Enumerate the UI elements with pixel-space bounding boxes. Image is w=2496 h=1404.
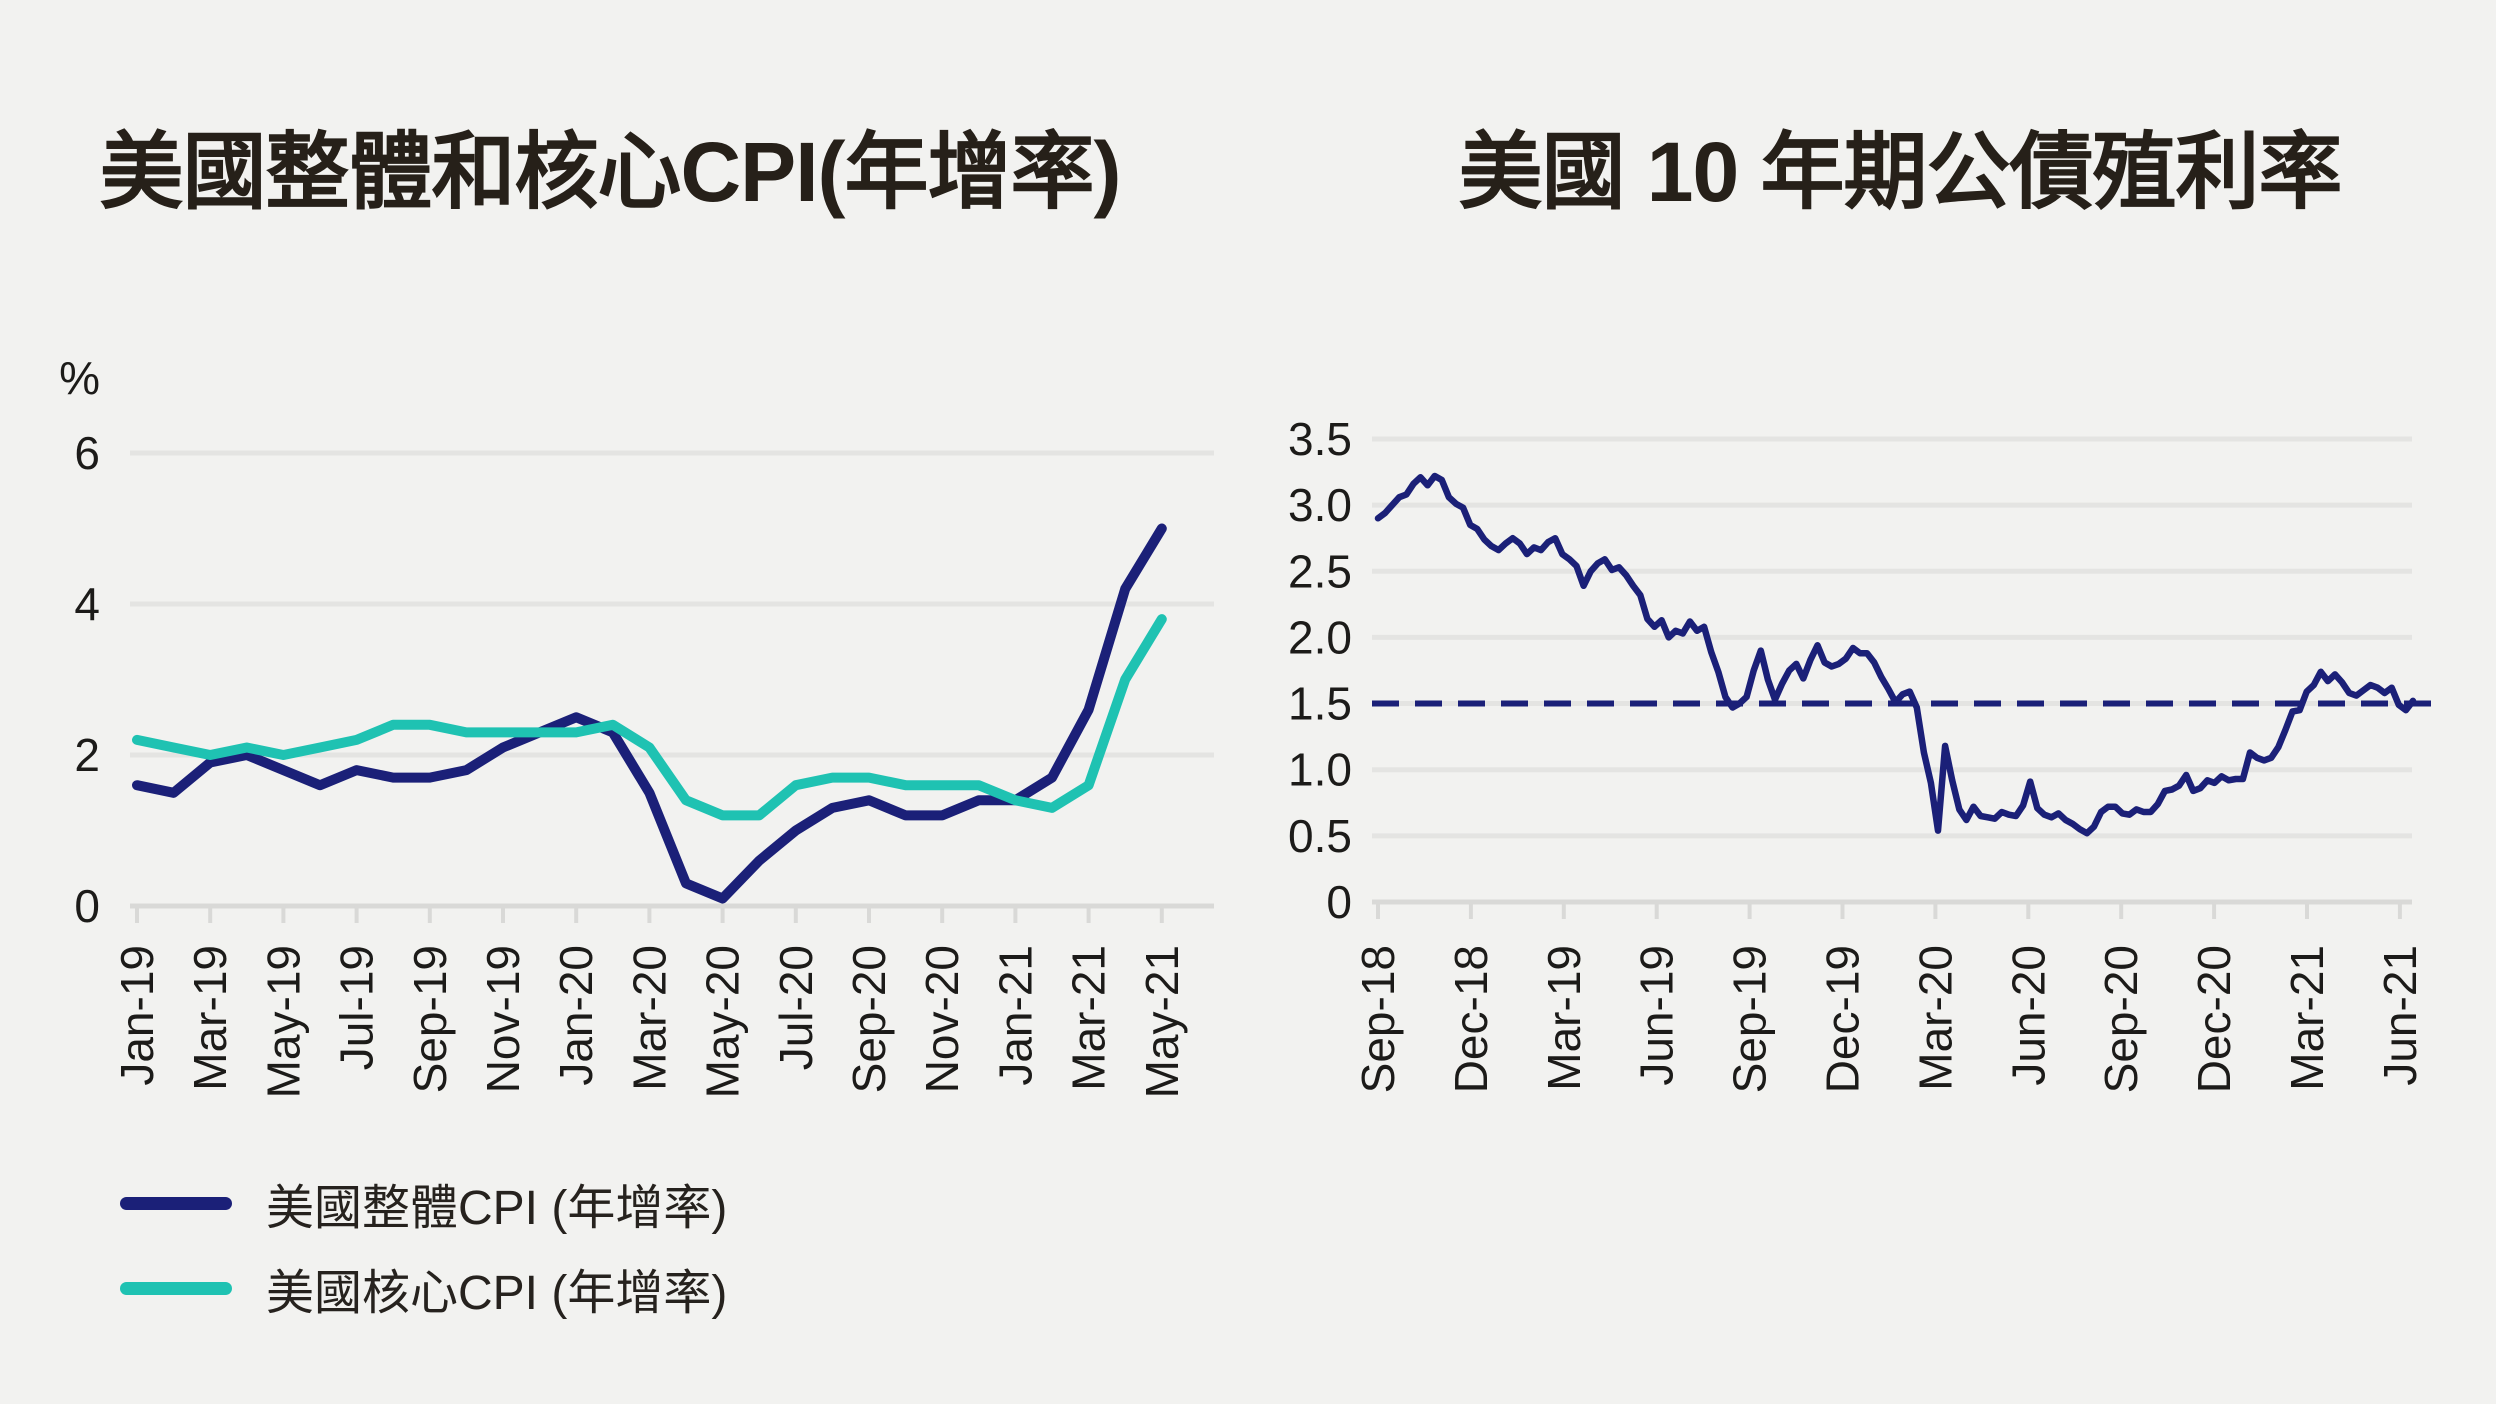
x-tick-label: Jun-20 bbox=[2002, 945, 2054, 1086]
x-tick-label: Sep-19 bbox=[404, 945, 456, 1093]
x-tick-label: Mar-21 bbox=[2281, 945, 2333, 1091]
y-tick-label: 2.5 bbox=[1288, 545, 1352, 597]
x-tick-label: Jun-19 bbox=[1631, 945, 1683, 1086]
x-tick-label: Sep-20 bbox=[843, 945, 895, 1093]
y-tick-label: 3.5 bbox=[1288, 413, 1352, 465]
treasury-yield-line bbox=[1374, 472, 2417, 837]
x-tick-label: Mar-20 bbox=[1909, 945, 1961, 1091]
x-tick-label: Jan-21 bbox=[989, 945, 1041, 1086]
x-tick-label: Dec-19 bbox=[1817, 945, 1869, 1093]
headline-cpi-line bbox=[132, 523, 1167, 904]
core-cpi-line bbox=[132, 614, 1167, 821]
y-tick-label: 6 bbox=[74, 427, 100, 479]
x-tick-label: May-20 bbox=[697, 945, 749, 1098]
x-tick-label: Nov-20 bbox=[916, 945, 968, 1093]
x-tick-label: May-19 bbox=[257, 945, 309, 1098]
y-tick-label: 0 bbox=[1326, 876, 1352, 928]
cpi-chart-title: 美國整體和核心CPI(年增率) bbox=[99, 125, 1122, 219]
y-tick-label: 0 bbox=[74, 880, 100, 932]
x-tick-label: Jul-20 bbox=[770, 945, 822, 1070]
x-tick-label: Nov-19 bbox=[477, 945, 529, 1093]
x-tick-label: Mar-19 bbox=[1538, 945, 1590, 1091]
x-tick-label: Mar-20 bbox=[623, 945, 675, 1091]
x-tick-label: Dec-20 bbox=[2188, 945, 2240, 1093]
cpi-y-axis-unit-label: % bbox=[59, 352, 100, 404]
y-tick-label: 1.0 bbox=[1288, 744, 1352, 796]
y-tick-label: 3.0 bbox=[1288, 479, 1352, 531]
y-tick-label: 2.0 bbox=[1288, 611, 1352, 663]
y-tick-label: 0.5 bbox=[1288, 810, 1352, 862]
legend-item-core-cpi: 美國核心CPI (年增率) bbox=[120, 1262, 727, 1320]
x-tick-label: Jan-20 bbox=[550, 945, 602, 1086]
legend-label-core-cpi: 美國核心CPI (年增率) bbox=[266, 1267, 728, 1320]
x-tick-label: Mar-21 bbox=[1063, 945, 1115, 1091]
y-tick-label: 1.5 bbox=[1288, 678, 1352, 730]
x-tick-label: May-21 bbox=[1136, 945, 1188, 1098]
y-tick-label: 4 bbox=[74, 578, 100, 630]
legend-label-headline-cpi: 美國整體CPI (年增率) bbox=[266, 1182, 728, 1235]
x-tick-label: Sep-20 bbox=[2095, 945, 2147, 1093]
x-tick-label: Jul-19 bbox=[331, 945, 383, 1070]
legend-item-headline-cpi: 美國整體CPI (年增率) bbox=[120, 1177, 727, 1235]
x-tick-label: Sep-18 bbox=[1352, 945, 1404, 1093]
x-tick-label: Jun-21 bbox=[2374, 945, 2426, 1086]
cpi-legend: 美國整體CPI (年增率) 美國核心CPI (年增率) bbox=[120, 1177, 727, 1320]
y-tick-label: 2 bbox=[74, 729, 100, 781]
x-tick-label: Jan-19 bbox=[111, 945, 163, 1086]
headline-cpi-line-swatch bbox=[120, 1196, 232, 1210]
treasury-chart-title: 美國 10 年期公債殖利率 bbox=[1458, 125, 2342, 219]
x-tick-label: Sep-19 bbox=[1724, 945, 1776, 1093]
x-tick-label: Dec-18 bbox=[1445, 945, 1497, 1093]
core-cpi-line-swatch bbox=[120, 1281, 232, 1295]
x-tick-label: Mar-19 bbox=[184, 945, 236, 1091]
